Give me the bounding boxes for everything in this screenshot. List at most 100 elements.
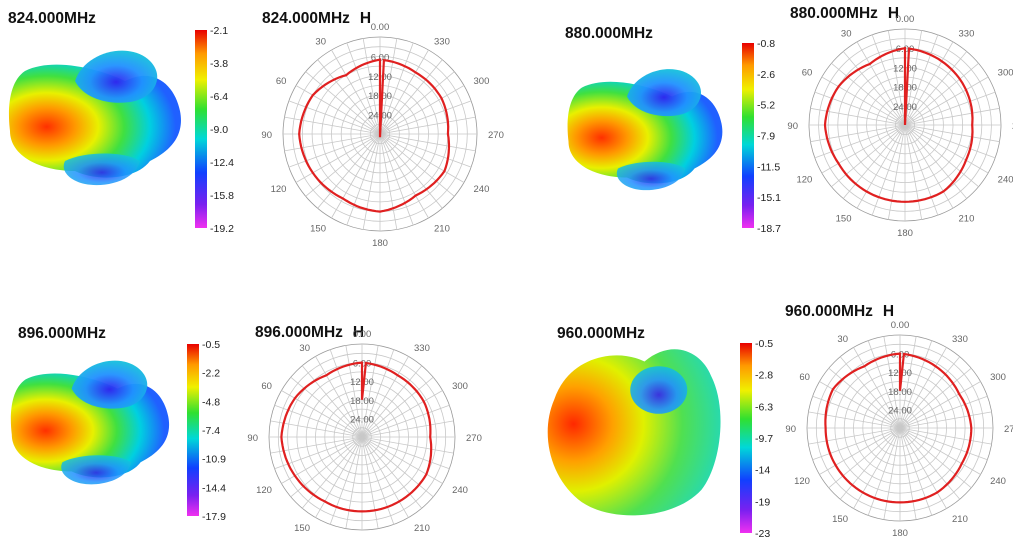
colorbar-tick-label: -2.2: [202, 368, 220, 380]
pattern-point: [936, 491, 939, 494]
pattern-panel: 880.000MHz -0.8 -2.6 -5.2 -7.9 -11.5 -15.1 -18.…: [565, 5, 1013, 239]
angle-tick-label: 240: [474, 184, 490, 195]
grid-spoke: [379, 133, 472, 168]
grid-spoke: [839, 427, 901, 500]
pattern-point: [396, 374, 399, 377]
grid-spoke: [904, 124, 968, 199]
angle-tick-label: 240: [452, 485, 468, 496]
grid-spoke: [904, 124, 989, 174]
pattern-panel: 960.000MHz -0.5 -2.8 -6.3 -9.7 -14 -19 -23 960.0…: [547, 303, 1013, 538]
grid-spoke: [904, 91, 996, 126]
grid-spoke: [821, 76, 906, 126]
frequency-title: 880.000MHz: [565, 25, 653, 42]
grid-spoke: [361, 356, 409, 438]
grid-spoke: [899, 347, 947, 429]
colorbar-tick-label: -7.9: [757, 131, 775, 143]
pattern-blob-upper-lobe: [75, 50, 158, 103]
angle-tick-label: 60: [802, 68, 813, 79]
radiation-pattern-3d: [547, 349, 721, 516]
colorbar-tick-label: -17.9: [202, 511, 226, 523]
angle-tick-label: 240: [990, 476, 1006, 487]
angle-tick-label: 90: [785, 424, 796, 435]
grid-spoke: [904, 124, 939, 216]
angle-tick-label: 330: [959, 28, 975, 39]
angle-tick-label: 210: [414, 523, 430, 534]
pattern-point: [899, 352, 901, 355]
pattern-point: [834, 464, 837, 467]
pattern-point: [379, 210, 381, 213]
angle-tick-label: 270: [488, 130, 504, 141]
grid-spoke: [904, 107, 1000, 126]
grid-spoke: [899, 427, 933, 516]
angle-tick-label: 330: [414, 343, 430, 354]
pattern-point: [311, 171, 314, 174]
angle-tick-label: 330: [434, 36, 450, 47]
grid-spoke: [361, 345, 379, 438]
grid-spoke: [904, 124, 923, 220]
frequency-title: 896.000MHz: [18, 325, 106, 342]
pattern-point: [398, 500, 401, 503]
colorbar-tick-label: -14.4: [202, 482, 226, 494]
grid-spoke: [904, 30, 923, 126]
grid-spoke: [270, 420, 363, 438]
pattern-point: [298, 133, 301, 135]
colorbar-tick-label: -4.8: [202, 396, 220, 408]
grid-spoke: [361, 436, 423, 509]
polar-plot: 0.003060901201501802102402703003306.0012…: [785, 320, 1013, 538]
pattern-point: [958, 393, 960, 395]
polar-title-polarization: H: [353, 324, 364, 341]
grid-spoke: [899, 336, 917, 429]
grid-spoke: [828, 427, 901, 489]
grid-spoke: [301, 365, 363, 438]
colorbar-tick-label: -12.4: [210, 157, 234, 169]
grid-spoke: [288, 100, 381, 135]
polar-title: 880.000MHz H: [790, 5, 899, 22]
pattern-point: [311, 94, 314, 97]
pattern-panel: 824.000MHz -2.1 -3.8 -6.4 -9.0 -12.4 -15.8 -19.…: [8, 10, 504, 249]
ring-tick-label: 24.00: [350, 414, 374, 425]
pattern-blob-body: [547, 349, 721, 516]
radiation-pattern-3d: [567, 69, 723, 191]
ring-tick-label: 18.00: [350, 396, 374, 407]
grid-spoke: [361, 436, 454, 454]
grid-spoke: [329, 349, 363, 438]
angle-tick-label: 120: [794, 476, 810, 487]
angle-tick-label: 300: [474, 76, 490, 87]
pattern-point: [422, 400, 425, 403]
angle-tick-label: 300: [452, 381, 468, 392]
ring-tick-label: 18.00: [888, 387, 912, 398]
pattern-point: [341, 197, 344, 200]
grid-spoke: [379, 49, 429, 135]
colorbar-tick-label: -9.0: [210, 124, 228, 136]
grid-spoke: [904, 124, 954, 209]
grid-spoke: [899, 356, 961, 429]
grid-spoke: [346, 42, 381, 135]
polar-title-frequency: 824.000MHz: [262, 10, 350, 27]
colorbar-tick-label: -10.9: [202, 454, 226, 466]
colorbar-tick-label: -3.8: [210, 58, 228, 70]
pattern-point: [934, 365, 937, 368]
grid-spoke: [362, 133, 381, 230]
grid-spoke: [379, 133, 465, 183]
grid-spoke: [853, 427, 901, 509]
grid-spoke: [361, 404, 450, 438]
angle-tick-label: 0.00: [353, 329, 372, 340]
pattern-point: [824, 427, 827, 429]
angle-tick-label: 120: [796, 175, 812, 186]
grid-spoke: [295, 133, 381, 183]
frequency-title: 824.000MHz: [8, 10, 96, 27]
ring-tick-label: 24.00: [888, 405, 912, 416]
grid-spoke: [871, 124, 906, 216]
angle-tick-label: 210: [952, 514, 968, 525]
pattern-point: [824, 124, 826, 126]
grid-spoke: [808, 411, 901, 429]
angle-tick-label: 150: [836, 214, 852, 225]
grid-spoke: [819, 427, 901, 475]
grid-spoke: [379, 85, 465, 135]
grid-spoke: [899, 427, 917, 520]
pattern-point: [904, 200, 906, 203]
grid-spoke: [379, 133, 429, 219]
colorbar-tick-label: -14: [755, 465, 770, 477]
angle-tick-label: 180: [372, 238, 388, 249]
